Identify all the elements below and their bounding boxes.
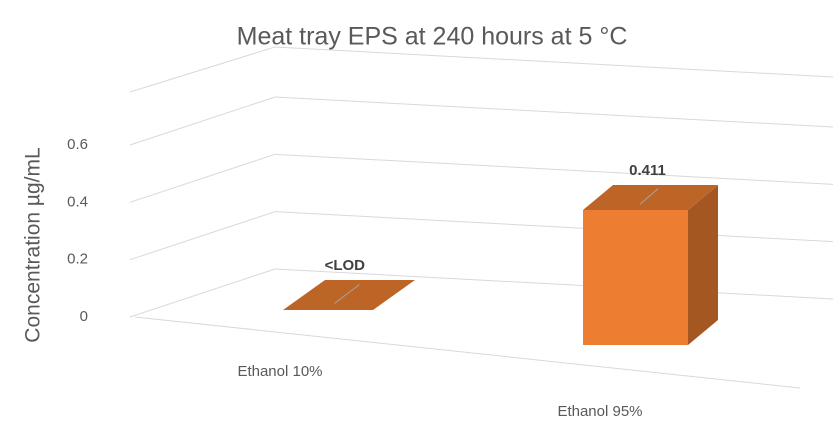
- y-axis-title: Concentration µg/mL: [22, 147, 45, 342]
- x-tick-label: Ethanol 95%: [557, 403, 642, 420]
- bar-top-line: [639, 188, 659, 205]
- grid-line: [129, 96, 833, 146]
- floor-edge: [134, 316, 801, 389]
- y-tick-label: 0.4: [67, 193, 88, 210]
- bar: [583, 210, 688, 345]
- y-tick-label: 0.2: [67, 251, 88, 268]
- y-tick-label: 0: [80, 308, 88, 325]
- bar-side: [688, 185, 718, 345]
- wall-top: [129, 46, 833, 93]
- y-tick-label: 0.6: [67, 136, 88, 153]
- bar-top: [583, 185, 718, 210]
- grid-line: [129, 153, 833, 203]
- bar-top: [283, 280, 415, 310]
- x-tick-label: Ethanol 10%: [237, 363, 322, 380]
- grid-line: [129, 211, 833, 261]
- value-label: 0.411: [629, 162, 666, 179]
- grid-line: [129, 268, 833, 318]
- value-label: <LOD: [325, 257, 366, 274]
- bar-top-line: [333, 284, 360, 304]
- chart-title: Meat tray EPS at 240 hours at 5 °C: [237, 23, 628, 51]
